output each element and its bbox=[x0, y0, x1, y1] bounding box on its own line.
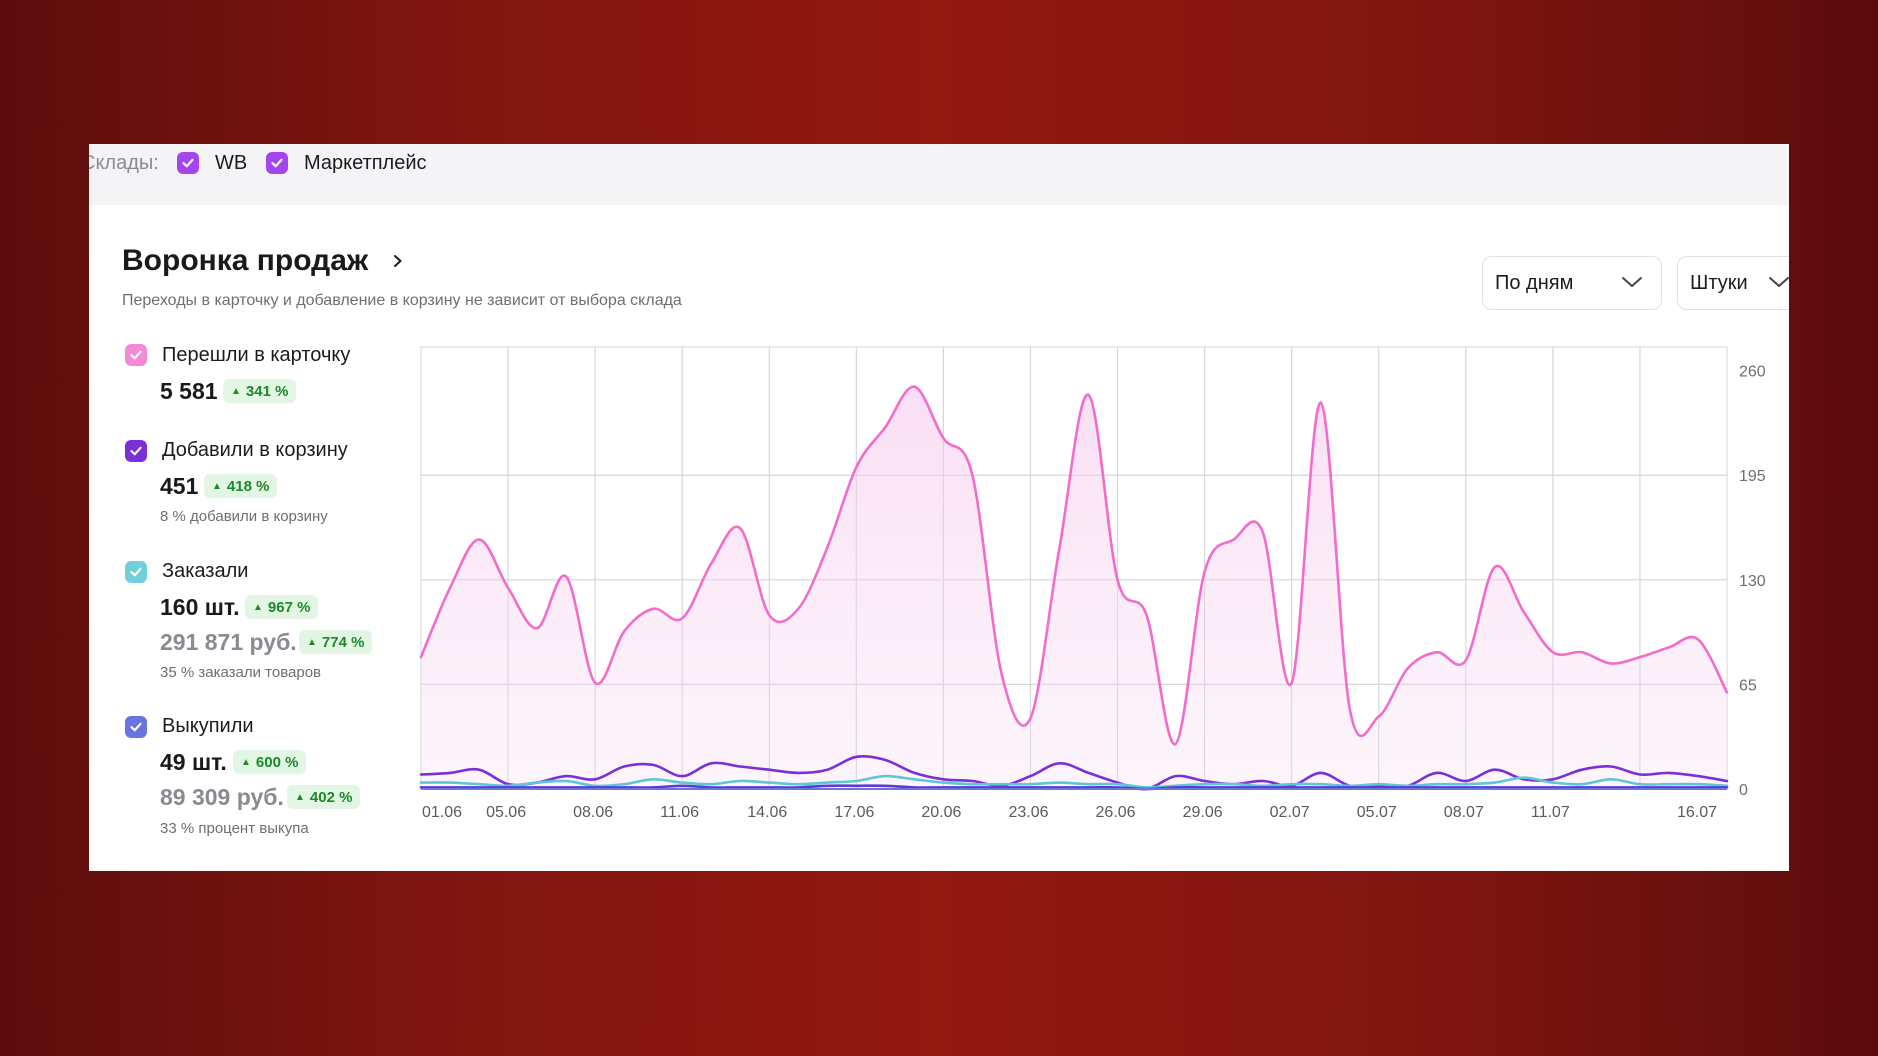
x-tick-label: 17.06 bbox=[834, 804, 874, 821]
check-icon bbox=[130, 446, 142, 456]
y-tick-label: 130 bbox=[1739, 573, 1766, 590]
cart-note: 8 % добавили в корзину bbox=[160, 508, 328, 525]
bought-revenue-change: 402 % bbox=[309, 788, 353, 806]
ordered-value: 160 шт. bbox=[160, 594, 240, 620]
x-tick-label: 11.07 bbox=[1531, 804, 1570, 821]
ordered-revenue: 291 871 руб. bbox=[160, 629, 297, 655]
ordered-revenue-change-badge: ▲ 774 % bbox=[299, 630, 373, 654]
bought-series-line bbox=[419, 784, 1729, 791]
ordered-change: 967 % bbox=[267, 598, 311, 616]
warehouse-filter-label: Склады: bbox=[89, 152, 159, 174]
marketplace-label: Маркетплейс bbox=[304, 152, 427, 174]
chevron-down-icon bbox=[1769, 277, 1789, 287]
x-tick-label: 08.07 bbox=[1444, 804, 1484, 821]
sales-funnel-chart[interactable]: 0 65 130 195 260 01.06 05.06 08.06 11.06 14.06 17.… bbox=[89, 144, 1789, 871]
arrow-up-icon: ▲ bbox=[231, 385, 241, 397]
check-icon bbox=[130, 722, 142, 732]
x-tick-label: 11.06 bbox=[660, 804, 699, 821]
bought-label: Выкупили bbox=[162, 715, 254, 737]
period-value: По дням bbox=[1495, 272, 1574, 294]
bought-revenue-change-badge: ▲ 402 % bbox=[287, 785, 361, 809]
cart-change: 418 % bbox=[226, 477, 270, 495]
cart-series-line bbox=[419, 754, 1729, 791]
ordered-label: Заказали bbox=[162, 560, 249, 582]
x-tick-label: 23.06 bbox=[1008, 804, 1048, 821]
x-tick-label: 26.06 bbox=[1096, 804, 1136, 821]
x-tick-label: 01.06 bbox=[422, 804, 462, 821]
cards-series-checkbox[interactable] bbox=[125, 344, 147, 366]
bought-change: 600 % bbox=[255, 753, 299, 771]
x-tick-label: 08.06 bbox=[573, 804, 613, 821]
cart-value: 451 bbox=[160, 473, 199, 499]
x-tick-label: 20.06 bbox=[921, 804, 961, 821]
ordered-note: 35 % заказали товаров bbox=[160, 664, 322, 681]
arrow-up-icon: ▲ bbox=[241, 756, 251, 768]
x-tick-label: 02.07 bbox=[1270, 804, 1310, 821]
sales-funnel-panel: Склады: WB Маркетплейс Воронка продаж Пе… bbox=[89, 144, 1789, 871]
period-dropdown[interactable]: По дням bbox=[1482, 256, 1662, 310]
ordered-series-line bbox=[419, 774, 1729, 789]
warehouse-filter-bar: Склады: WB Маркетплейс bbox=[89, 144, 1789, 205]
chevron-right-icon[interactable] bbox=[391, 250, 405, 272]
page-subtitle: Переходы в карточку и добавление в корзи… bbox=[122, 292, 682, 309]
units-dropdown[interactable]: Штуки bbox=[1677, 256, 1789, 310]
ordered-change-badge: ▲ 967 % bbox=[245, 595, 319, 619]
cards-label: Перешли в карточку bbox=[162, 344, 351, 366]
cards-change: 341 % bbox=[245, 382, 289, 400]
check-icon bbox=[182, 158, 194, 168]
ordered-series-checkbox[interactable] bbox=[125, 561, 147, 583]
cart-change-badge: ▲ 418 % bbox=[204, 474, 278, 498]
arrow-up-icon: ▲ bbox=[307, 636, 317, 648]
x-tick-label: 05.07 bbox=[1357, 804, 1397, 821]
x-tick-label: 14.06 bbox=[747, 804, 787, 821]
y-tick-label: 195 bbox=[1739, 468, 1766, 485]
chevron-down-icon bbox=[1622, 277, 1642, 287]
bought-series-checkbox[interactable] bbox=[125, 716, 147, 738]
arrow-up-icon: ▲ bbox=[253, 601, 263, 613]
cards-series-area bbox=[421, 386, 1727, 789]
ordered-revenue-change: 774 % bbox=[321, 633, 365, 651]
y-tick-label: 65 bbox=[1739, 677, 1757, 694]
cards-value: 5 581 bbox=[160, 378, 218, 404]
x-tick-label: 16.07 bbox=[1677, 804, 1717, 821]
x-tick-label: 05.06 bbox=[486, 804, 526, 821]
cart-label: Добавили в корзину bbox=[162, 439, 348, 461]
cart-series-checkbox[interactable] bbox=[125, 440, 147, 462]
cards-series-line bbox=[419, 385, 1729, 746]
arrow-up-icon: ▲ bbox=[212, 480, 222, 492]
check-icon bbox=[130, 567, 142, 577]
units-value: Штуки bbox=[1690, 272, 1748, 294]
bought-revenue: 89 309 руб. bbox=[160, 784, 284, 810]
bought-change-badge: ▲ 600 % bbox=[233, 750, 307, 774]
check-icon bbox=[271, 158, 283, 168]
check-icon bbox=[130, 350, 142, 360]
y-tick-label: 260 bbox=[1739, 364, 1766, 381]
marketplace-checkbox[interactable] bbox=[266, 152, 288, 174]
y-tick-label: 0 bbox=[1739, 782, 1748, 799]
bought-value: 49 шт. bbox=[160, 749, 227, 775]
arrow-up-icon: ▲ bbox=[295, 791, 305, 803]
wb-checkbox[interactable] bbox=[177, 152, 199, 174]
page-title[interactable]: Воронка продаж bbox=[122, 244, 369, 277]
cards-change-badge: ▲ 341 % bbox=[223, 379, 297, 403]
wb-label: WB bbox=[215, 152, 248, 174]
x-tick-label: 29.06 bbox=[1183, 804, 1223, 821]
bought-note: 33 % процент выкупа bbox=[160, 820, 309, 837]
